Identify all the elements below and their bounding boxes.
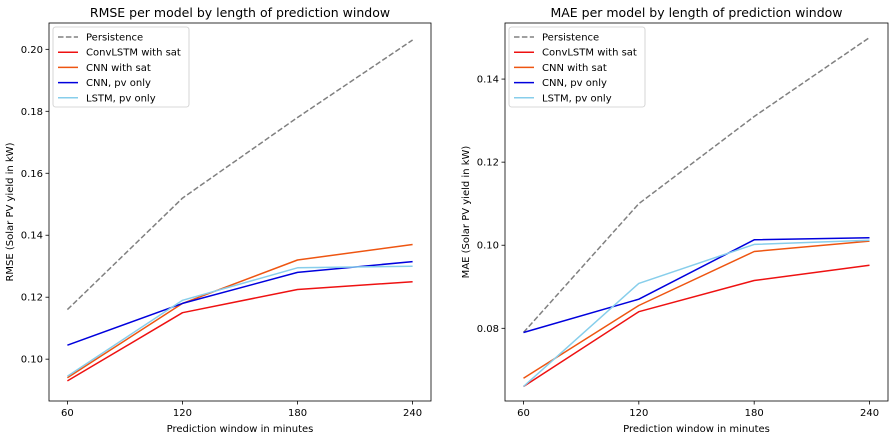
mae-y-tick-label: 0.08 bbox=[477, 324, 499, 335]
rmse-x-tick-label: 60 bbox=[61, 408, 74, 419]
rmse-legend-label: ConvLSTM with sat bbox=[86, 48, 181, 59]
rmse-legend-label: CNN with sat bbox=[86, 63, 151, 74]
rmse-y-axis-label: RMSE (Solar PV yield in kW) bbox=[5, 142, 16, 281]
rmse-y-tick-label: 0.12 bbox=[21, 293, 43, 304]
mae-chart-title: MAE per model by length of prediction wi… bbox=[550, 5, 842, 20]
mae-legend: Persistence ConvLSTM with sat CNN with sat… bbox=[508, 26, 646, 108]
rmse-y-tick-label: 0.10 bbox=[21, 355, 43, 366]
mae-x-tick-label: 120 bbox=[629, 408, 648, 419]
rmse-chart: RMSE per model by length of prediction w… bbox=[5, 5, 432, 435]
mae-y-tick-label: 0.14 bbox=[477, 75, 499, 86]
rmse-y-tick-label: 0.20 bbox=[21, 45, 43, 56]
rmse-y-tick-label: 0.16 bbox=[21, 169, 43, 180]
mae-legend-label: Persistence bbox=[542, 33, 599, 44]
mae-x-tick-label: 240 bbox=[860, 408, 879, 419]
mae-series-line-cnn-pv-only bbox=[523, 237, 870, 334]
mae-x-tick-label: 60 bbox=[517, 408, 530, 419]
rmse-y-tick-label: 0.18 bbox=[21, 107, 43, 118]
rmse-series-line-persistence bbox=[66, 39, 414, 311]
rmse-legend-box bbox=[52, 26, 190, 108]
rmse-series-line-cnn-pv-only bbox=[67, 260, 413, 346]
rmse-series-line-lstm-pv-only bbox=[66, 265, 413, 377]
mae-plot-frame bbox=[504, 22, 889, 402]
rmse-legend-label: Persistence bbox=[86, 33, 143, 44]
rmse-y-tick-label: 0.14 bbox=[21, 231, 43, 242]
mae-y-tick-label: 0.12 bbox=[477, 158, 499, 169]
rmse-series-line-cnn-with-sat bbox=[66, 243, 413, 379]
mae-legend-box bbox=[508, 26, 646, 108]
rmse-legend: Persistence ConvLSTM with sat CNN with sat… bbox=[52, 26, 190, 108]
mae-x-axis-label: Prediction window in minutes bbox=[623, 424, 770, 435]
rmse-series-line-convlstm-with-sat bbox=[67, 280, 413, 382]
rmse-x-tick-label: 180 bbox=[288, 408, 307, 419]
mae-series-line-lstm-pv-only bbox=[523, 239, 870, 388]
mae-series-line-persistence bbox=[522, 36, 870, 334]
rmse-x-tick-label: 240 bbox=[403, 408, 422, 419]
rmse-legend-label: CNN, pv only bbox=[86, 78, 151, 89]
mae-y-axis-label: MAE (Solar PV yield in kW) bbox=[461, 146, 472, 279]
rmse-x-tick-label: 120 bbox=[173, 408, 192, 419]
mae-chart: MAE per model by length of prediction wi… bbox=[461, 5, 889, 435]
rmse-chart-title: RMSE per model by length of prediction w… bbox=[90, 5, 390, 20]
mae-legend-label: LSTM, pv only bbox=[542, 93, 612, 104]
mae-legend-label: CNN, pv only bbox=[542, 78, 607, 89]
rmse-plot-frame bbox=[48, 22, 432, 402]
rmse-legend-label: LSTM, pv only bbox=[86, 93, 156, 104]
mae-legend-label: ConvLSTM with sat bbox=[542, 48, 637, 59]
mae-legend-label: CNN with sat bbox=[542, 63, 607, 74]
mae-series-line-convlstm-with-sat bbox=[523, 264, 870, 388]
mae-series-line-cnn-with-sat bbox=[523, 240, 870, 379]
rmse-x-axis-label: Prediction window in minutes bbox=[167, 424, 314, 435]
mae-y-tick-label: 0.10 bbox=[477, 241, 499, 252]
mae-x-tick-label: 180 bbox=[745, 408, 764, 419]
